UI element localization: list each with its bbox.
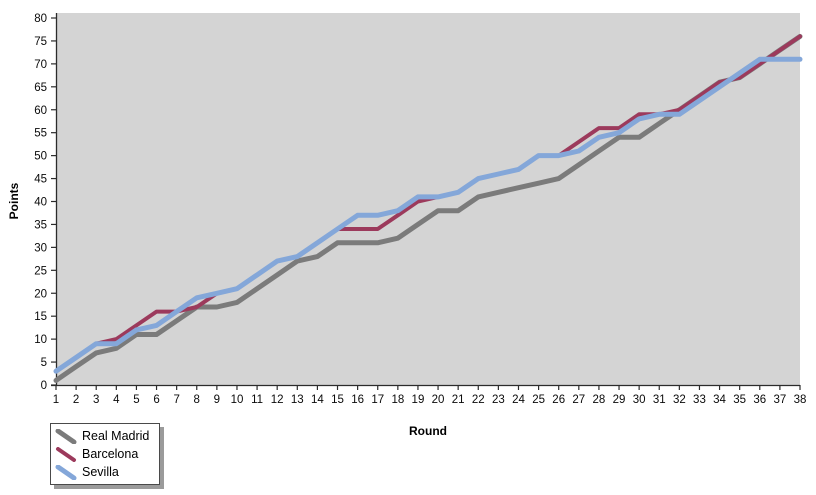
y-tick-label: 60	[34, 105, 47, 117]
legend-label: Sevilla	[82, 465, 119, 479]
x-tick-label: 33	[693, 394, 706, 406]
legend-label: Real Madrid	[82, 429, 150, 443]
y-tick-label: 10	[34, 334, 47, 346]
x-tick-label: 7	[173, 394, 179, 406]
x-tick-label: 17	[371, 394, 384, 406]
y-tick-label: 65	[34, 82, 47, 94]
x-tick-label: 27	[572, 394, 585, 406]
y-axis-title: Points	[7, 182, 21, 220]
y-tick-label: 45	[34, 174, 47, 186]
y-tick-label: 35	[34, 219, 47, 231]
x-tick-label: 15	[331, 394, 344, 406]
legend-item: Barcelona	[55, 445, 151, 463]
x-tick-label: 11	[251, 394, 263, 406]
y-tick-label: 0	[41, 380, 47, 392]
legend-item: Real Madrid	[55, 427, 151, 445]
x-tick-label: 36	[753, 394, 766, 406]
x-tick-label: 1	[53, 394, 59, 406]
x-tick-label: 4	[113, 394, 120, 406]
series-line-sevilla	[53, 56, 803, 374]
x-tick-label: 2	[73, 394, 79, 406]
x-tick-label: 28	[593, 394, 606, 406]
y-tick-label: 25	[34, 265, 47, 277]
x-tick-label: 18	[391, 394, 404, 406]
x-tick-label: 26	[552, 394, 565, 406]
y-tick-label: 75	[34, 36, 47, 48]
x-tick-label: 29	[613, 394, 626, 406]
legend-label: Barcelona	[82, 447, 139, 461]
y-tick-label: 55	[34, 128, 47, 140]
chart-legend: Real Madrid Barcelona Sevilla	[50, 423, 160, 485]
x-tick-label: 19	[412, 394, 425, 406]
x-tick-label: 5	[133, 394, 139, 406]
x-tick-label: 9	[214, 394, 220, 406]
legend-swatch-line-icon	[56, 446, 76, 462]
y-tick-label: 40	[34, 197, 47, 209]
x-tick-label: 10	[231, 394, 244, 406]
x-tick-label: 32	[673, 394, 686, 406]
x-tick-label: 24	[512, 394, 525, 406]
legend-swatch-line-icon	[55, 464, 77, 480]
y-tick-label: 80	[34, 13, 47, 25]
x-tick-label: 6	[153, 394, 159, 406]
x-tick-label: 8	[194, 394, 200, 406]
legend-item: Sevilla	[55, 463, 151, 481]
y-tick-label: 15	[34, 311, 47, 323]
x-tick-label: 35	[733, 394, 746, 406]
x-tick-label: 38	[794, 394, 807, 406]
legend-swatch-line-icon	[55, 428, 77, 444]
x-tick-label: 21	[452, 394, 465, 406]
x-tick-label: 37	[773, 394, 786, 406]
x-axis-title: Round	[409, 424, 447, 438]
x-tick-label: 12	[271, 394, 284, 406]
x-tick-label: 31	[653, 394, 666, 406]
y-tick-label: 70	[34, 59, 47, 71]
x-tick-label: 3	[93, 394, 99, 406]
x-tick-label: 23	[492, 394, 505, 406]
x-tick-label: 14	[311, 394, 324, 406]
x-tick-label: 13	[291, 394, 304, 406]
y-tick-label: 50	[34, 151, 47, 163]
x-tick-label: 22	[472, 394, 485, 406]
y-tick-label: 30	[34, 242, 47, 254]
x-tick-label: 25	[532, 394, 545, 406]
x-tick-label: 16	[351, 394, 364, 406]
x-tick-label: 20	[432, 394, 445, 406]
y-tick-label: 20	[34, 288, 47, 300]
x-tick-label: 30	[633, 394, 646, 406]
y-tick-label: 5	[41, 357, 47, 369]
x-tick-label: 34	[713, 394, 726, 406]
